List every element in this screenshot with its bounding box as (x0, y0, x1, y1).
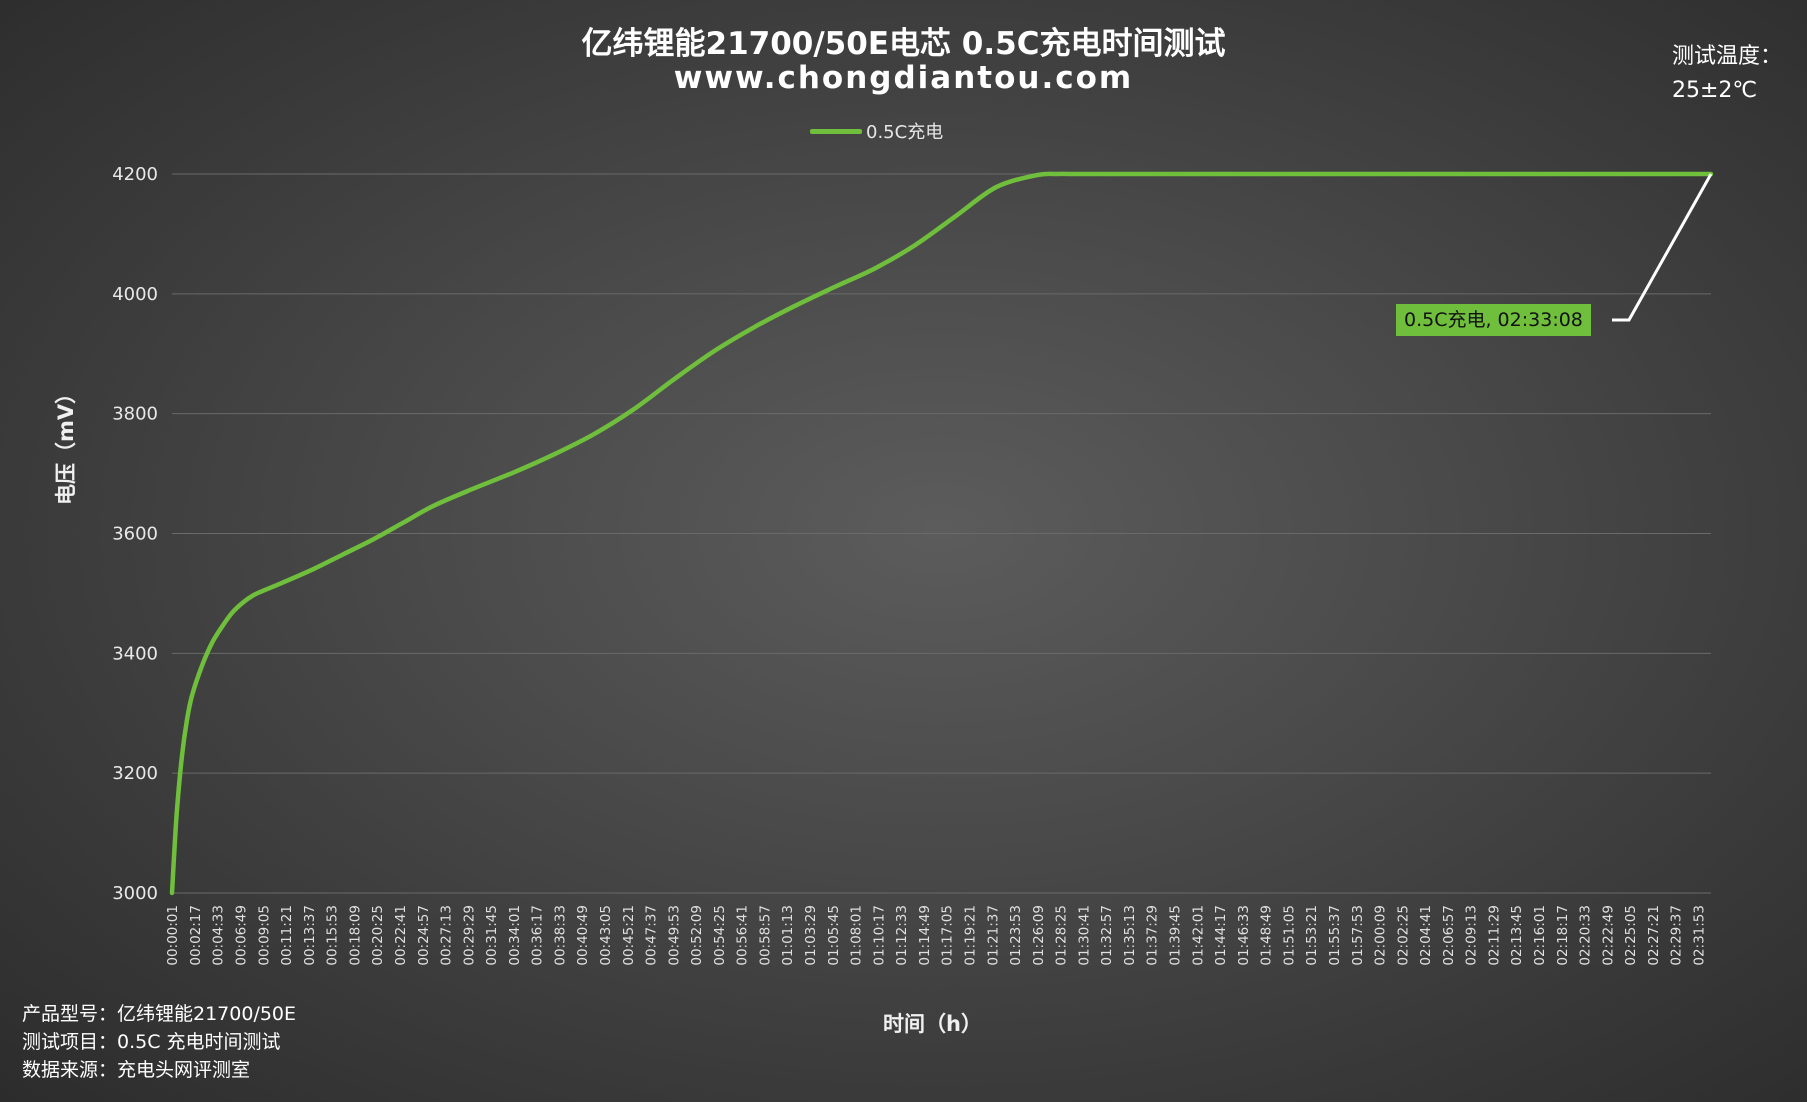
x-tick-19: 00:43:05 (598, 905, 614, 966)
x-tick-46: 01:44:17 (1213, 905, 1229, 966)
x-tick-37: 01:23:53 (1008, 905, 1024, 966)
x-tick-59: 02:13:45 (1509, 905, 1525, 966)
gridlines (172, 173, 1711, 894)
x-tick-20: 00:45:21 (621, 905, 637, 966)
x-tick-17: 00:38:33 (552, 905, 568, 966)
x-tick-60: 02:16:01 (1532, 905, 1548, 966)
info-project: 测试项目：0.5C 充电时间测试 (22, 1031, 281, 1053)
x-tick-13: 00:29:29 (461, 905, 477, 966)
x-tick-33: 01:14:49 (917, 905, 933, 966)
y-tick-4000: 4000 (112, 284, 158, 305)
x-tick-32: 01:12:33 (894, 905, 910, 966)
y-tick-3800: 3800 (112, 404, 158, 425)
temperature-label: 测试温度： (1672, 44, 1783, 69)
x-tick-49: 01:51:05 (1281, 905, 1297, 966)
x-tick-4: 00:09:05 (256, 905, 272, 966)
x-tick-54: 02:02:25 (1395, 905, 1411, 966)
x-tick-47: 01:46:33 (1236, 905, 1252, 966)
x-tick-40: 01:30:41 (1076, 905, 1092, 966)
x-tick-14: 00:31:45 (484, 905, 500, 966)
x-tick-43: 01:37:29 (1145, 905, 1161, 966)
x-tick-63: 02:22:49 (1600, 905, 1616, 966)
x-tick-65: 02:27:21 (1646, 905, 1662, 966)
temperature-value: 25±2℃ (1672, 78, 1758, 103)
x-tick-labels: 00:00:01 00:02:17 00:04:33 00:06:49 00:09:05… (165, 905, 1707, 966)
x-tick-3: 00:06:49 (234, 905, 250, 966)
y-tick-3000: 3000 (112, 883, 158, 904)
x-tick-24: 00:54:25 (712, 905, 728, 966)
x-tick-30: 01:08:01 (849, 905, 865, 966)
info-block: 产品型号：亿纬锂能21700/50E 测试项目：0.5C 充电时间测试 数据来源… (22, 1000, 296, 1084)
x-tick-39: 01:28:25 (1054, 905, 1070, 966)
x-tick-34: 01:17:05 (940, 905, 956, 966)
x-tick-55: 02:04:41 (1418, 905, 1434, 966)
x-tick-41: 01:32:57 (1099, 905, 1115, 966)
x-tick-1: 00:02:17 (188, 905, 204, 966)
x-tick-28: 01:03:29 (803, 905, 819, 966)
annotation-leader-line (1612, 173, 1713, 322)
x-tick-6: 00:13:37 (302, 905, 318, 966)
x-tick-61: 02:18:17 (1555, 905, 1571, 966)
x-axis-label: 时间（h） (883, 1012, 982, 1036)
chart-title: 亿纬锂能21700/50E电芯 0.5C充电时间测试 (581, 26, 1226, 62)
x-tick-48: 01:48:49 (1259, 905, 1275, 966)
x-tick-67: 02:31:53 (1691, 905, 1707, 966)
x-tick-27: 01:01:13 (780, 905, 796, 966)
x-tick-36: 01:21:37 (985, 905, 1001, 966)
x-tick-0: 00:00:01 (165, 905, 181, 966)
x-tick-25: 00:56:41 (735, 905, 751, 966)
x-tick-8: 00:18:09 (347, 905, 363, 966)
info-source: 数据来源：充电头网评测室 (22, 1059, 251, 1081)
x-tick-57: 02:09:13 (1464, 905, 1480, 966)
x-tick-15: 00:34:01 (507, 905, 523, 966)
x-tick-5: 00:11:21 (279, 905, 295, 966)
x-tick-9: 00:20:25 (370, 905, 386, 966)
x-tick-2: 00:04:33 (211, 905, 227, 966)
x-tick-50: 01:53:21 (1304, 905, 1320, 966)
x-tick-44: 01:39:45 (1168, 905, 1184, 966)
x-tick-62: 02:20:33 (1578, 905, 1594, 966)
x-tick-31: 01:10:17 (871, 905, 887, 966)
x-tick-7: 00:15:53 (325, 905, 341, 966)
series-line-0.5c-charge (169, 171, 1714, 896)
x-tick-64: 02:25:05 (1623, 905, 1639, 966)
x-tick-58: 02:11:29 (1486, 905, 1502, 966)
x-tick-16: 00:36:17 (530, 905, 546, 966)
x-tick-29: 01:05:45 (826, 905, 842, 966)
x-tick-12: 00:27:13 (439, 905, 455, 966)
y-tick-3200: 3200 (112, 763, 158, 784)
x-tick-51: 01:55:37 (1327, 905, 1343, 966)
x-tick-10: 00:22:41 (393, 905, 409, 966)
y-tick-labels: 3000 3200 3400 3600 3800 4000 4200 (112, 164, 158, 904)
legend-label: 0.5C充电 (866, 122, 944, 143)
x-tick-45: 01:42:01 (1190, 905, 1206, 966)
info-model: 产品型号：亿纬锂能21700/50E (22, 1003, 297, 1025)
x-tick-42: 01:35:13 (1122, 905, 1138, 966)
chart-subtitle-url: www.chongdiantou.com (673, 60, 1134, 96)
x-tick-11: 00:24:57 (416, 905, 432, 966)
y-tick-3400: 3400 (112, 643, 158, 664)
x-tick-26: 00:58:57 (757, 905, 773, 966)
x-tick-21: 00:47:37 (644, 905, 660, 966)
x-tick-22: 00:49:53 (666, 905, 682, 966)
annotation-callout: 0.5C充电, 02:33:08 (1396, 304, 1591, 336)
test-temperature: 测试温度： 25±2℃ (1672, 40, 1782, 108)
legend-swatch (810, 128, 862, 134)
x-tick-23: 00:52:09 (689, 905, 705, 966)
x-tick-18: 00:40:49 (575, 905, 591, 966)
x-tick-52: 01:57:53 (1350, 905, 1366, 966)
x-tick-66: 02:29:37 (1669, 905, 1685, 966)
x-tick-35: 01:19:21 (962, 905, 978, 966)
legend[interactable]: 0.5C充电 (810, 118, 943, 144)
x-tick-53: 02:00:09 (1373, 905, 1389, 966)
x-tick-38: 01:26:09 (1031, 905, 1047, 966)
y-tick-4200: 4200 (112, 164, 158, 185)
y-tick-3600: 3600 (112, 524, 158, 545)
x-tick-56: 02:06:57 (1441, 905, 1457, 966)
